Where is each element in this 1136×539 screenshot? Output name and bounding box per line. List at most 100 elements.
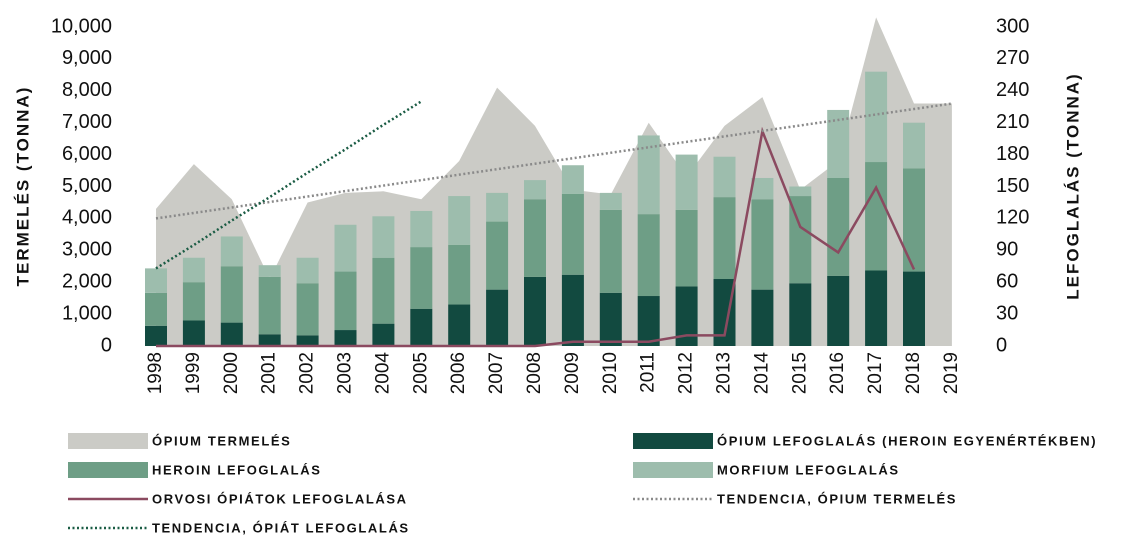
bar-segment [637, 296, 660, 346]
bar-segment [903, 122, 925, 169]
bar-segment [372, 216, 395, 258]
bar-segment [675, 286, 698, 346]
x-tick-label: 2003 [335, 352, 356, 394]
bar-segment [486, 289, 509, 346]
x-tick-label: 2019 [941, 352, 962, 394]
bar-segment [296, 335, 319, 346]
line [155, 100, 422, 270]
legend-label: TENDENCIA, ÓPIUM TERMELÉS [717, 491, 957, 506]
bar-segment [410, 308, 433, 346]
y-tick-label: 2,000 [62, 270, 112, 292]
x-tick-label: 2013 [714, 352, 735, 394]
line [156, 126, 916, 348]
x-tick-label: 2011 [638, 352, 659, 393]
y-tick-label: 1,000 [62, 302, 112, 324]
y-tick-label: 6,000 [62, 143, 112, 165]
x-tick-label: 2009 [562, 352, 583, 394]
x-tick-label: 2001 [259, 352, 280, 394]
y-tick-label: 10,000 [51, 15, 112, 37]
x-tick-label: 2005 [410, 352, 431, 394]
bar-segment [903, 168, 925, 272]
x-tick-label: 2000 [221, 352, 242, 394]
bar-segment [827, 275, 850, 346]
legend-label: ÓPIUM TERMELÉS [152, 433, 291, 448]
y2-tick-label: 60 [996, 270, 1018, 292]
bar-segment [296, 257, 319, 284]
x-tick-label: 1998 [145, 352, 166, 394]
y2-tick-label: 180 [996, 143, 1029, 165]
bar-segment [865, 270, 888, 346]
legend-label: HEROIN LEFOGLALÁS [152, 462, 321, 477]
bar-segment [524, 276, 546, 346]
bar-segment [561, 165, 584, 194]
bar-segment [599, 192, 622, 210]
bar-segment [675, 209, 698, 287]
legend-label: MORFIUM LEFOGLALÁS [717, 462, 900, 477]
bar-segment [713, 197, 736, 280]
bar-segment [448, 196, 471, 245]
bar-segment [865, 71, 888, 163]
bar-segment [182, 257, 205, 283]
legend-swatch [68, 462, 148, 478]
y2-axis-title: LEFOGLALÁS (TONNA) [1063, 72, 1082, 299]
bar-segment [827, 109, 850, 178]
bar-segment [296, 283, 319, 336]
bar-segment [524, 199, 546, 277]
bar-segment [182, 320, 205, 346]
legend-swatch [68, 433, 148, 449]
bar-segment [334, 330, 357, 346]
bar-segment [751, 289, 774, 346]
x-tick-label: 2010 [600, 352, 621, 394]
bar-segment [334, 271, 357, 331]
y2-tick-label: 270 [996, 47, 1029, 69]
bar-segment [372, 323, 395, 346]
y-tick-label: 9,000 [62, 47, 112, 69]
y2-tick-label: 300 [996, 15, 1029, 37]
y2-tick-label: 90 [996, 239, 1018, 261]
bar-segment [675, 154, 698, 210]
bar-segment [751, 177, 774, 200]
x-tick-label: 1999 [183, 352, 204, 394]
bar-segment [561, 274, 584, 346]
legend-label: ORVOSI ÓPIÁTOK LEFOGLALÁSA [152, 491, 408, 506]
bar-segment [220, 322, 243, 346]
x-tick-label: 2008 [524, 352, 545, 394]
y-tick-label: 8,000 [62, 79, 112, 101]
bar-segment [599, 292, 622, 346]
bar-segment [751, 199, 774, 290]
bar-segment [145, 325, 167, 346]
bar-segment [258, 276, 281, 335]
x-tick-label: 2007 [486, 352, 507, 394]
legend-swatch [633, 462, 713, 478]
bar-segment [789, 283, 812, 346]
bar-segment [713, 279, 736, 346]
y2-tick-label: 0 [996, 334, 1007, 356]
legend-swatch [633, 433, 713, 449]
bar-segment [599, 209, 622, 293]
y2-tick-label: 150 [996, 175, 1029, 197]
x-tick-label: 2017 [865, 352, 886, 394]
bar-segment [903, 271, 925, 346]
bar-segment [448, 244, 471, 305]
bar-segment [637, 214, 660, 297]
bar-segment [145, 268, 167, 293]
bar-segment [865, 162, 888, 271]
y2-tick-label: 120 [996, 207, 1029, 229]
bar-segment [258, 334, 281, 346]
y2-tick-label: 210 [996, 111, 1029, 133]
bar-segment [486, 192, 509, 222]
y2-tick-label: 240 [996, 79, 1029, 101]
bar-segment [713, 156, 736, 198]
y2-tick-label: 30 [996, 302, 1018, 324]
legend-label: ÓPIUM LEFOGLALÁS (HEROIN EGYENÉRTÉKBEN) [717, 433, 1097, 448]
x-tick-label: 2014 [751, 352, 772, 395]
y-axis-title: TERMELÉS (TONNA) [13, 86, 32, 287]
line [155, 102, 953, 220]
y-tick-label: 3,000 [62, 239, 112, 261]
bar-segment [637, 135, 660, 215]
x-tick-label: 2018 [903, 352, 924, 394]
bar-segment [182, 282, 205, 321]
bar-segment [334, 224, 357, 272]
bar-segment [372, 257, 395, 324]
